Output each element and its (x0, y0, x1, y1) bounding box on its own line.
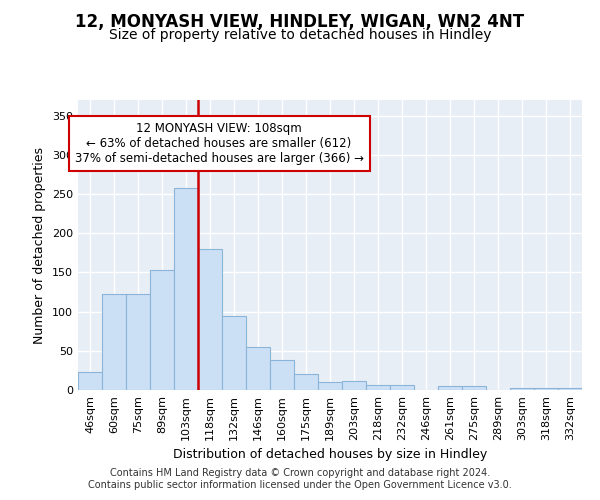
Bar (126, 294, 150, 390)
Y-axis label: Number of detached properties: Number of detached properties (34, 146, 46, 344)
Bar (318, 382, 342, 390)
Bar (462, 386, 486, 390)
Bar (102, 294, 126, 390)
Bar (294, 374, 318, 390)
Text: Size of property relative to detached houses in Hindley: Size of property relative to detached ho… (109, 28, 491, 42)
Bar (270, 360, 294, 390)
Bar (390, 386, 414, 390)
Bar (510, 388, 534, 390)
Text: 12 MONYASH VIEW: 108sqm
← 63% of detached houses are smaller (612)
37% of semi-d: 12 MONYASH VIEW: 108sqm ← 63% of detache… (74, 122, 364, 165)
Bar (534, 388, 558, 390)
Bar (174, 188, 198, 390)
Bar (246, 347, 270, 390)
Bar (558, 388, 582, 390)
Bar (222, 316, 246, 390)
Text: 12, MONYASH VIEW, HINDLEY, WIGAN, WN2 4NT: 12, MONYASH VIEW, HINDLEY, WIGAN, WN2 4N… (76, 14, 524, 32)
Bar (342, 380, 366, 390)
Bar (438, 386, 462, 390)
X-axis label: Distribution of detached houses by size in Hindley: Distribution of detached houses by size … (173, 448, 487, 462)
Bar (366, 384, 390, 390)
Text: Contains HM Land Registry data © Crown copyright and database right 2024.
Contai: Contains HM Land Registry data © Crown c… (88, 468, 512, 490)
Bar (150, 270, 174, 390)
Bar (78, 372, 102, 390)
Bar (198, 249, 222, 390)
